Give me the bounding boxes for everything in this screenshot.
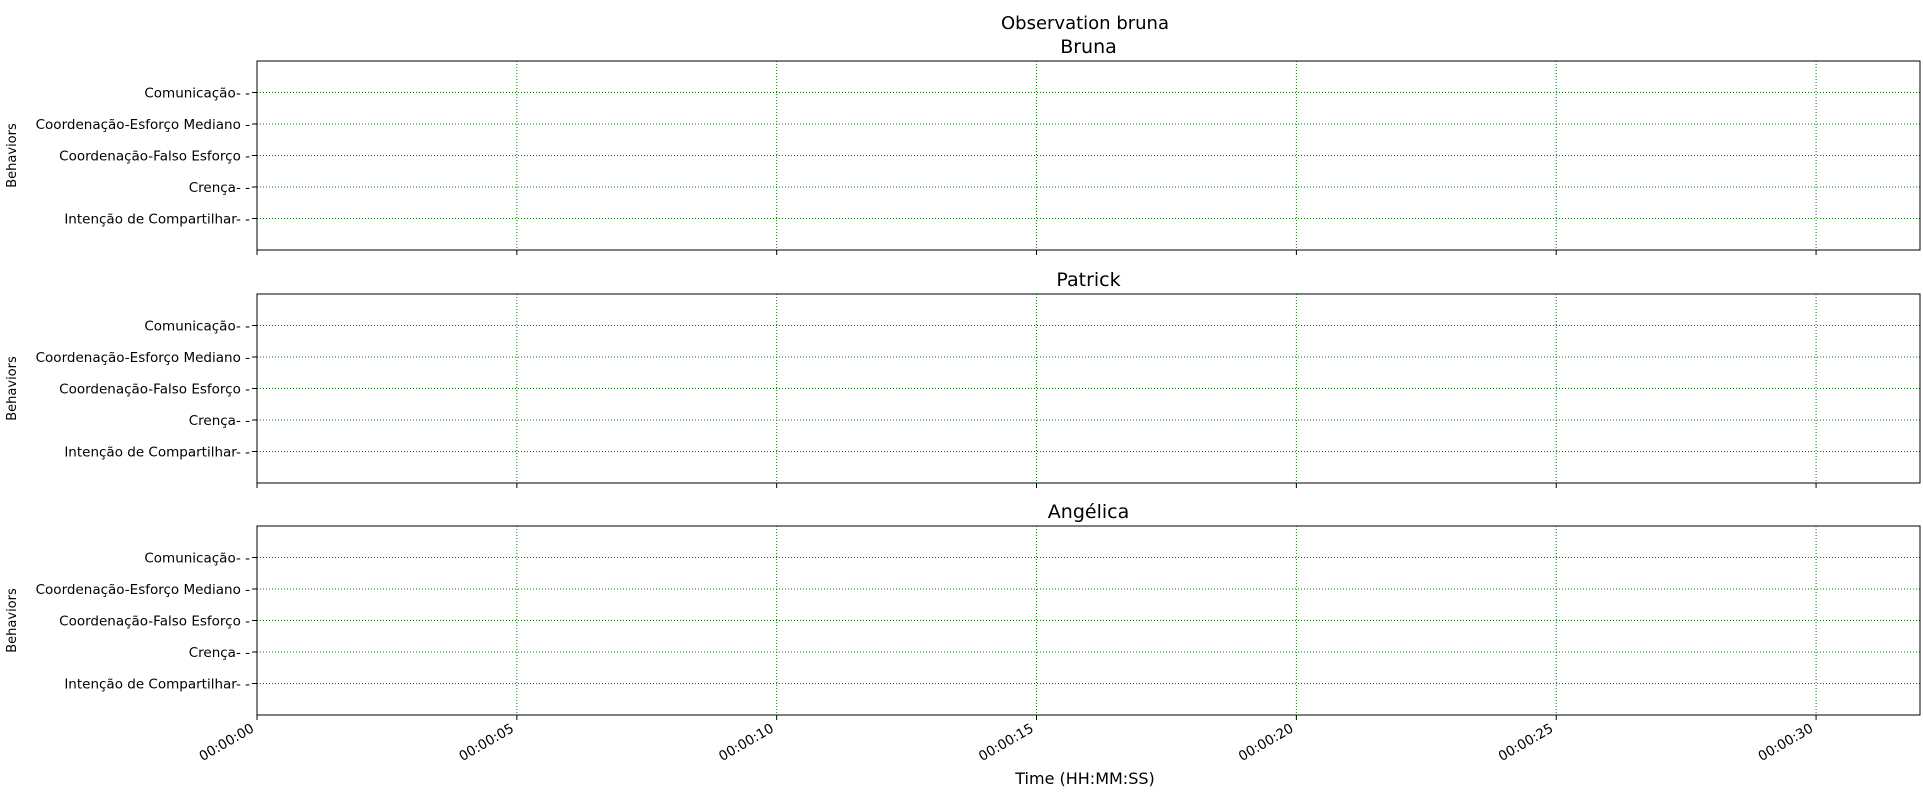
panel-title: Angélica (1048, 501, 1129, 523)
y-tick-label: Coordenação-Falso Esforço - (59, 382, 250, 398)
panel-2: Patrick Behaviors Comunicação- - Coordenaçã… (5, 269, 1921, 488)
x-tick-label: 00:00:10 (716, 721, 777, 765)
y-tick-label: Coordenação-Falso Esforço - (59, 614, 250, 630)
panel-3: Angélica Behaviors Comunicação- - Coordenaç… (5, 501, 1921, 765)
y-axis-label: Behaviors (5, 588, 20, 653)
figure-suptitle: Observation bruna (1001, 13, 1169, 34)
panel-frame (256, 60, 1921, 251)
y-tick-label: Intenção de Compartilhar- - (64, 212, 250, 228)
y-tick-label: Coordenação-Esforço Mediano - (36, 582, 250, 598)
x-tick-label: 00:00:00 (196, 721, 257, 765)
y-tick-label: Comunicação- - (144, 86, 250, 102)
x-tick-label: 00:00:15 (976, 721, 1037, 765)
panel-title: Bruna (1060, 36, 1117, 58)
panel-frame (256, 525, 1921, 716)
y-tick-label: Coordenação-Esforço Mediano - (36, 350, 250, 366)
y-tick-label: Crença- - (189, 180, 250, 196)
y-tick-label: Coordenação-Esforço Mediano - (36, 117, 250, 133)
x-tick-label: 00:00:05 (456, 721, 517, 765)
y-tick-label: Comunicação- - (144, 319, 250, 335)
panel-1: Bruna Behaviors Comunicação- - Coordenação-… (5, 36, 1921, 255)
y-axis-label: Behaviors (5, 123, 20, 188)
y-tick-label: Comunicação- - (144, 551, 250, 567)
y-tick-label: Intenção de Compartilhar- - (64, 677, 250, 693)
y-tick-label: Intenção de Compartilhar- - (64, 445, 250, 461)
y-tick-label: Crença- - (189, 645, 250, 661)
y-axis-label: Behaviors (5, 356, 20, 421)
x-tick-label: 00:00:20 (1236, 721, 1297, 765)
panel-title: Patrick (1056, 269, 1120, 291)
x-axis-label: Time (HH:MM:SS) (1014, 769, 1155, 788)
y-tick-label: Crença- - (189, 413, 250, 429)
panel-frame (256, 293, 1921, 484)
x-tick-label: 00:00:30 (1756, 721, 1817, 765)
y-tick-label: Coordenação-Falso Esforço - (59, 149, 250, 165)
panels-group: Bruna Behaviors Comunicação- - Coordenação-… (5, 36, 1921, 765)
x-tick-label: 00:00:25 (1496, 721, 1557, 765)
